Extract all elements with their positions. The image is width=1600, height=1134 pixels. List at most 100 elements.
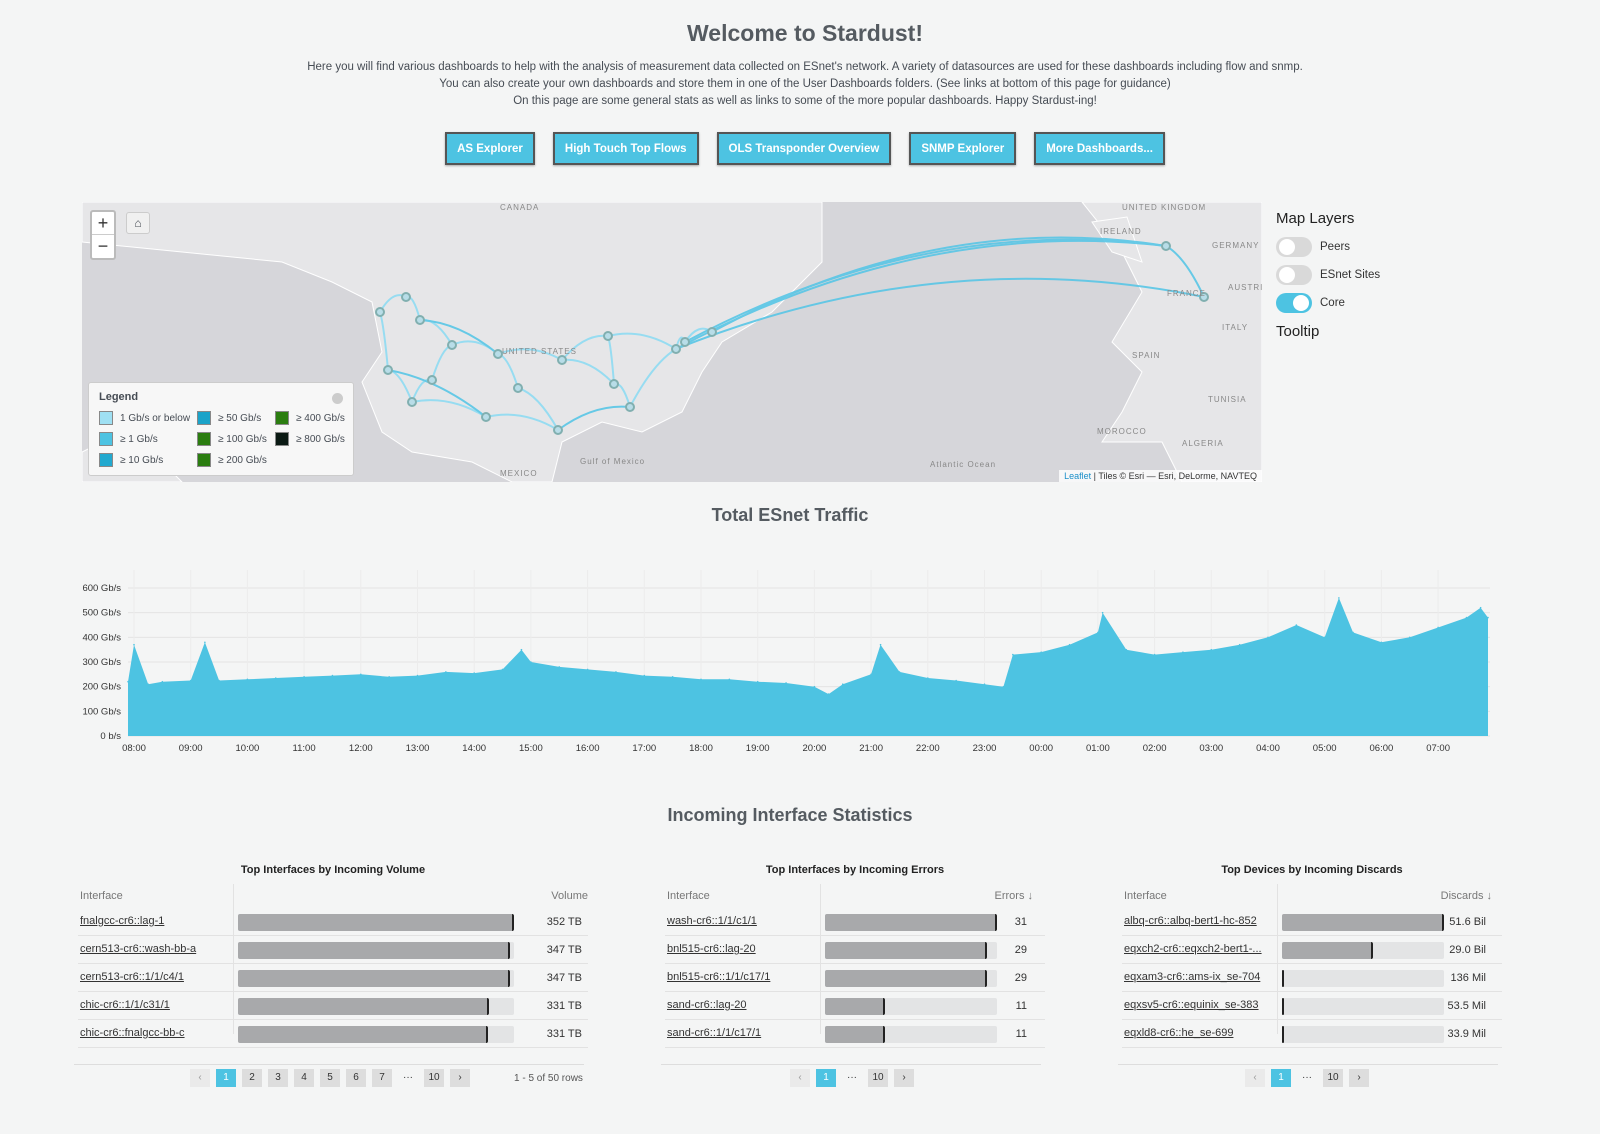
legend-collapse-icon[interactable] bbox=[332, 393, 343, 404]
core-link[interactable] bbox=[411, 399, 487, 418]
column-header-value[interactable]: Errors ↓ bbox=[994, 890, 1034, 902]
map-node[interactable] bbox=[513, 383, 523, 393]
more-dashboards-button[interactable]: More Dashboards... bbox=[1034, 132, 1165, 165]
legend-label: ≥ 50 Gb/s bbox=[218, 412, 262, 424]
next-page-button[interactable]: › bbox=[450, 1069, 470, 1087]
prev-page-button[interactable]: ‹ bbox=[190, 1069, 210, 1087]
traffic-data-point bbox=[246, 678, 249, 681]
traffic-data-point bbox=[1238, 643, 1241, 646]
snmp-explorer-button[interactable]: SNMP Explorer bbox=[909, 132, 1017, 165]
core-link[interactable] bbox=[557, 405, 631, 431]
map-node[interactable] bbox=[553, 425, 563, 435]
page-button[interactable]: 5 bbox=[320, 1069, 340, 1087]
map-node[interactable] bbox=[493, 349, 503, 359]
map-node[interactable] bbox=[383, 365, 393, 375]
interface-link[interactable]: bnl515-cr6::lag-20 bbox=[667, 943, 756, 955]
prev-page-button[interactable]: ‹ bbox=[1245, 1069, 1265, 1087]
map-node[interactable] bbox=[603, 331, 613, 341]
page-button[interactable]: 4 bbox=[294, 1069, 314, 1087]
column-header-interface[interactable]: Interface bbox=[80, 890, 123, 902]
map-node[interactable] bbox=[707, 327, 717, 337]
core-link[interactable] bbox=[419, 319, 499, 355]
core-link[interactable] bbox=[684, 238, 1167, 343]
toggle-switch[interactable] bbox=[1276, 237, 1312, 257]
next-page-button[interactable]: › bbox=[1349, 1069, 1369, 1087]
traffic-data-point bbox=[388, 676, 390, 678]
core-link[interactable] bbox=[497, 348, 563, 361]
next-page-button[interactable]: › bbox=[894, 1069, 914, 1087]
zoom-out-button[interactable]: − bbox=[97, 236, 109, 256]
interface-link[interactable]: wash-cr6::1/1/c1/1 bbox=[667, 915, 757, 927]
core-link[interactable] bbox=[629, 348, 677, 408]
value-bar-fill bbox=[1282, 1026, 1284, 1043]
map-node[interactable] bbox=[401, 292, 411, 302]
network-map[interactable]: CANADA UNITED STATES MEXICO Gulf of Mexi… bbox=[82, 202, 1262, 482]
interface-link[interactable]: cern513-cr6::wash-bb-a bbox=[80, 943, 197, 955]
interface-link[interactable]: cern513-cr6::1/1/c4/1 bbox=[80, 971, 184, 983]
table-row: eqxch2-cr6::eqxch2-bert1-... 29.0 Bil bbox=[1122, 936, 1502, 964]
prev-page-button[interactable]: ‹ bbox=[790, 1069, 810, 1087]
traffic-data-point bbox=[1097, 631, 1099, 634]
traffic-data-point bbox=[983, 683, 986, 685]
map-node[interactable] bbox=[557, 355, 567, 365]
core-link[interactable] bbox=[485, 413, 559, 431]
core-link[interactable] bbox=[711, 236, 1167, 333]
home-icon[interactable]: ⌂ bbox=[126, 212, 150, 234]
toggle-switch[interactable] bbox=[1276, 265, 1312, 285]
interface-link[interactable]: albq-cr6::albq-bert1-hc-852 bbox=[1124, 915, 1257, 927]
interface-link[interactable]: sand-cr6::lag-20 bbox=[667, 999, 747, 1011]
map-node[interactable] bbox=[671, 344, 681, 354]
map-node[interactable] bbox=[1199, 292, 1209, 302]
traffic-chart[interactable]: 0 b/s 100 Gb/s 200 Gb/s 300 Gb/s 400 Gb/s 500… bbox=[0, 560, 1600, 770]
map-node[interactable] bbox=[609, 379, 619, 389]
page-button[interactable]: 7 bbox=[372, 1069, 392, 1087]
page-button[interactable]: 1 bbox=[216, 1069, 236, 1087]
column-header-value[interactable]: Discards ↓ bbox=[1440, 890, 1492, 902]
page-button[interactable]: 10 bbox=[1323, 1069, 1343, 1087]
page-button[interactable]: 2 bbox=[242, 1069, 262, 1087]
ols-transponder-overview-button[interactable]: OLS Transponder Overview bbox=[716, 132, 892, 165]
interface-link[interactable]: eqxsv5-cr6::equinix_se-383 bbox=[1124, 999, 1259, 1011]
page-button[interactable]: 3 bbox=[268, 1069, 288, 1087]
map-node[interactable] bbox=[415, 315, 425, 325]
interface-link[interactable]: bnl515-cr6::1/1/c17/1 bbox=[667, 971, 771, 983]
page-button[interactable]: 1 bbox=[816, 1069, 836, 1087]
map-node[interactable] bbox=[427, 375, 437, 385]
map-node[interactable] bbox=[481, 412, 491, 422]
core-link[interactable] bbox=[607, 332, 677, 350]
interface-link[interactable]: eqxam3-cr6::ams-ix_se-704 bbox=[1124, 971, 1261, 983]
map-node[interactable] bbox=[625, 402, 635, 412]
page-button[interactable]: 1 bbox=[1271, 1069, 1291, 1087]
layer-toggle-core[interactable]: Core bbox=[1276, 289, 1380, 317]
layer-toggle-peers[interactable]: Peers bbox=[1276, 233, 1380, 261]
interface-link[interactable]: chic-cr6::1/1/c31/1 bbox=[80, 999, 170, 1011]
core-link[interactable] bbox=[675, 277, 1205, 350]
page-button[interactable]: 10 bbox=[424, 1069, 444, 1087]
column-header-interface[interactable]: Interface bbox=[1124, 890, 1167, 902]
interface-link[interactable]: eqxld8-cr6::he_se-699 bbox=[1124, 1027, 1234, 1039]
map-node[interactable] bbox=[1161, 241, 1171, 251]
map-node[interactable] bbox=[407, 397, 417, 407]
zoom-in-button[interactable]: + bbox=[92, 212, 114, 235]
map-label: FRANCE bbox=[1167, 289, 1206, 298]
interface-link[interactable]: eqxch2-cr6::eqxch2-bert1-... bbox=[1124, 943, 1262, 955]
map-node[interactable] bbox=[447, 340, 457, 350]
legend-label: ≥ 800 Gb/s bbox=[296, 433, 345, 445]
core-link[interactable] bbox=[387, 369, 487, 418]
layer-toggle-esnet-sites[interactable]: ESnet Sites bbox=[1276, 261, 1380, 289]
interface-link[interactable]: chic-cr6::fnalgcc-bb-c bbox=[80, 1027, 185, 1039]
map-labels: CANADA UNITED STATES MEXICO Gulf of Mexi… bbox=[500, 203, 1262, 478]
interface-link[interactable]: sand-cr6::1/1/c17/1 bbox=[667, 1027, 762, 1039]
page-button[interactable]: 6 bbox=[346, 1069, 366, 1087]
map-node[interactable] bbox=[375, 307, 385, 317]
interface-link[interactable]: fnalgcc-cr6::lag-1 bbox=[80, 915, 165, 927]
column-header-interface[interactable]: Interface bbox=[667, 890, 710, 902]
leaflet-link[interactable]: Leaflet bbox=[1064, 471, 1092, 481]
page-button[interactable]: 10 bbox=[868, 1069, 888, 1087]
traffic-data-point bbox=[530, 661, 532, 663]
as-explorer-button[interactable]: AS Explorer bbox=[445, 132, 535, 165]
map-node[interactable] bbox=[680, 337, 690, 347]
high-touch-top-flows-button[interactable]: High Touch Top Flows bbox=[552, 132, 699, 165]
toggle-switch[interactable] bbox=[1276, 293, 1312, 313]
column-header-value[interactable]: Volume bbox=[551, 890, 588, 902]
